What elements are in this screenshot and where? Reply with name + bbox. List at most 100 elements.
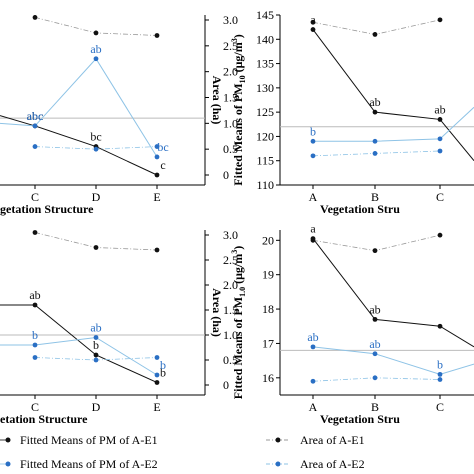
data-point: [93, 56, 99, 62]
significance-label: b: [160, 366, 166, 380]
data-point: [32, 302, 38, 308]
x-axis-label: etation Structure: [0, 412, 88, 426]
series-line: [312, 29, 474, 162]
significance-label: bc: [90, 130, 101, 144]
x-tick-label: A: [309, 190, 318, 204]
panel-top-right: 110 115 120 125 130 135 140 145 Fitted Means of …: [230, 8, 474, 216]
significance-label: ab: [369, 337, 380, 351]
data-point: [93, 146, 99, 152]
x-tick-label: C: [436, 400, 444, 414]
significance-label: ab: [90, 321, 101, 335]
significance-label: b: [437, 357, 443, 371]
y2-axis-label: Area (ha): [210, 288, 224, 337]
legend-marker-blue: [5, 461, 11, 467]
significance-label: c: [160, 158, 165, 172]
x-tick-label: C: [31, 400, 39, 414]
data-point: [310, 19, 316, 25]
y2-axis-label: Area (ha): [210, 76, 224, 125]
legend-label-pm-e1: Fitted Means of PM of A-E1: [20, 433, 158, 447]
x-tick-label: C: [31, 190, 39, 204]
x-tick-label: A: [309, 400, 318, 414]
significance-label: b: [32, 328, 38, 342]
legend-label-area-e2: Area of A-E2: [300, 457, 365, 471]
series-line: [0, 115, 158, 176]
x-tick-label: B: [371, 400, 379, 414]
data-point: [372, 248, 378, 254]
x-tick-label: E: [153, 400, 160, 414]
data-point: [154, 33, 160, 38]
data-point: [372, 109, 378, 115]
data-point: [93, 357, 99, 363]
y2-tick-label: 3.0: [223, 228, 238, 242]
data-point: [310, 138, 316, 144]
x-axis-label: getation Structure: [0, 202, 94, 216]
significance-label: b: [310, 124, 316, 138]
data-point: [372, 151, 378, 156]
data-point: [372, 138, 378, 144]
y-tick-label: 130: [256, 81, 274, 95]
data-point: [93, 335, 99, 340]
series-line: [312, 234, 441, 252]
data-point: [154, 247, 160, 253]
series-line: [0, 57, 158, 158]
y2-tick-label: 1.0: [223, 116, 238, 130]
y-axis-label: Fitted Means of PM1.0 (μg/m3): [230, 246, 247, 399]
data-point: [310, 27, 316, 32]
data-point: [437, 17, 443, 23]
series-line: [312, 346, 474, 375]
significance-label: abc: [27, 109, 44, 123]
significance-label: ab: [307, 330, 318, 344]
y-tick-label: 140: [256, 32, 274, 46]
significance-label: b: [93, 338, 99, 352]
y-tick-label: 20: [262, 233, 274, 247]
data-point: [372, 316, 378, 322]
y2-tick-label: 2.0: [223, 278, 238, 292]
data-point: [437, 323, 443, 329]
significance-label: a: [310, 222, 316, 236]
y-tick-label: 135: [256, 57, 274, 71]
data-point: [154, 372, 160, 378]
x-tick-label: B: [371, 190, 379, 204]
x-axis-label: Vegetation Stru: [320, 412, 400, 426]
y2-tick-label: 0: [223, 168, 229, 182]
legend-label-area-e1: Area of A-E1: [300, 433, 365, 447]
x-axis-label: Vegetation Stru: [320, 202, 400, 216]
y-tick-label: 19: [262, 268, 274, 282]
y-axis-label: Fitted Means of PM10 (μg/m3): [230, 34, 247, 185]
series-line: [312, 19, 441, 35]
x-tick-label: D: [92, 190, 101, 204]
legend-marker-black-area: [275, 437, 281, 443]
significance-label: ab: [369, 95, 380, 109]
significance-label: b: [160, 358, 166, 372]
panel-top-left: 0 0.5 1.0 1.5 2.0 2.5 3.0 Area (ha) C D Egetation …: [0, 13, 238, 216]
y2-tick-label: 0.5: [223, 353, 238, 367]
series-line: [0, 336, 158, 376]
significance-label: bc: [157, 140, 168, 154]
data-point: [437, 136, 443, 142]
data-point: [32, 144, 38, 149]
panel-bottom-right: 16 17 18 19 20 Fitted Means of PM1.0 (μg/m3) A…: [230, 222, 474, 426]
data-point: [154, 380, 160, 385]
data-point: [437, 371, 443, 377]
data-point: [154, 172, 160, 178]
data-point: [154, 144, 160, 149]
y2-tick-label: 2.0: [223, 65, 238, 79]
data-point: [372, 375, 378, 381]
x-tick-label: C: [436, 190, 444, 204]
x-tick-label: E: [153, 190, 160, 204]
y-tick-label: 18: [262, 302, 274, 316]
data-point: [32, 342, 38, 348]
data-point: [154, 355, 160, 360]
significance-label: ab: [29, 288, 40, 302]
series-line: [312, 238, 474, 348]
series-line: [313, 106, 474, 142]
legend-label-pm-e2: Fitted Means of PM of A-E2: [20, 457, 158, 471]
legend-marker-blue-area: [275, 461, 281, 467]
data-point: [372, 351, 378, 357]
y-tick-label: 145: [256, 8, 274, 22]
y2-tick-label: 0.5: [223, 142, 238, 156]
y2-tick-label: 1.0: [223, 328, 238, 342]
y-tick-label: 16: [262, 371, 274, 385]
data-point: [154, 154, 160, 160]
